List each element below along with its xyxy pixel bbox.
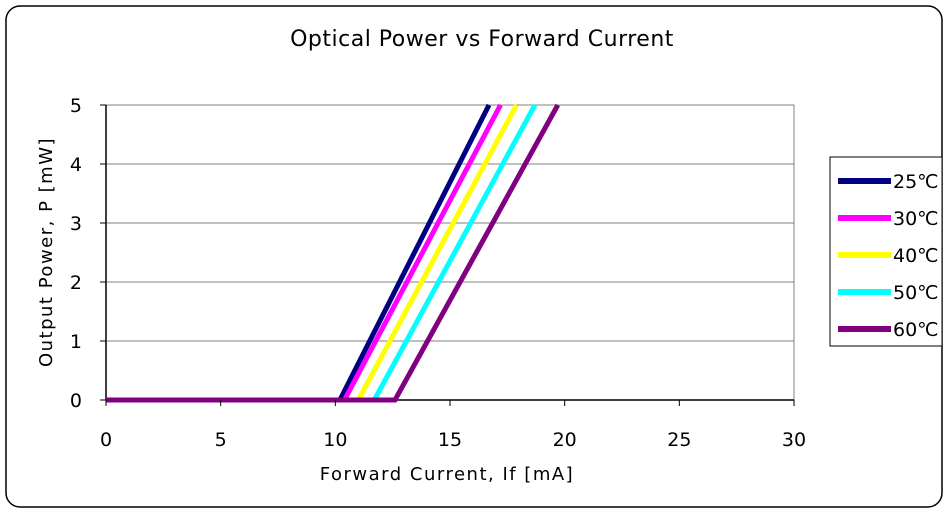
y-tick-label: 2 bbox=[70, 272, 82, 294]
x-tick-label: 10 bbox=[323, 429, 347, 451]
y-tick-label: 3 bbox=[70, 213, 82, 235]
legend-label: 50℃ bbox=[893, 282, 939, 304]
x-tick-label: 0 bbox=[100, 429, 112, 451]
legend-label: 40℃ bbox=[893, 245, 939, 267]
legend: 25℃ 30℃ 40℃ 50℃ 60℃ bbox=[829, 156, 943, 347]
legend-label: 25℃ bbox=[893, 171, 939, 193]
y-tick-label: 4 bbox=[70, 154, 82, 176]
y-tick-label: 5 bbox=[70, 95, 82, 117]
series-line bbox=[106, 103, 560, 403]
plot-border bbox=[105, 104, 795, 401]
y-tick-label: 1 bbox=[70, 331, 82, 353]
legend-label: 60℃ bbox=[893, 319, 939, 341]
x-tick-label: 25 bbox=[667, 429, 691, 451]
plot-area bbox=[105, 103, 795, 403]
y-tick-label: 0 bbox=[70, 390, 82, 412]
legend-box bbox=[829, 156, 943, 347]
y-tick-labels: 0 1 2 3 4 5 bbox=[70, 95, 106, 412]
x-axis-title: Forward Current, If [mA] bbox=[320, 464, 574, 485]
series-layer bbox=[106, 103, 560, 403]
x-tick-label: 20 bbox=[553, 429, 577, 451]
x-tick-labels: 0 5 10 15 20 25 30 bbox=[100, 400, 806, 451]
chart-title: Optical Power vs Forward Current bbox=[290, 27, 674, 52]
x-tick-label: 5 bbox=[215, 429, 227, 451]
y-axis-title: Output Power, P [mW] bbox=[36, 137, 57, 367]
legend-label: 30℃ bbox=[893, 208, 939, 230]
x-tick-label: 15 bbox=[438, 429, 462, 451]
x-tick-label: 30 bbox=[782, 429, 806, 451]
